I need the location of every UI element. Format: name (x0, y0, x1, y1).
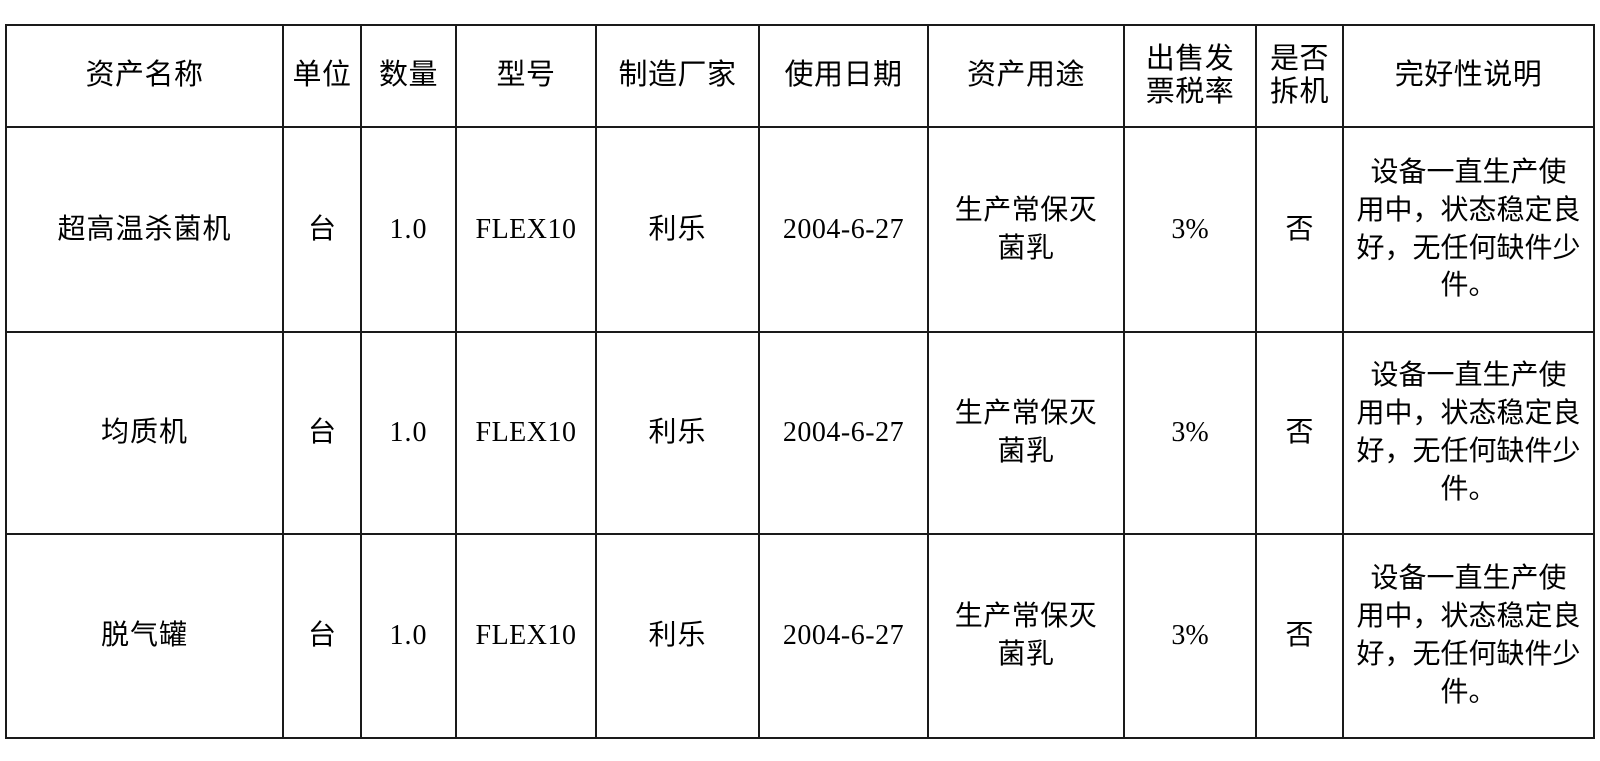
table-row: 超高温杀菌机 台 1.0 FLEX10 利乐 2004-6-27 生产常保灭 菌… (5, 126, 1595, 333)
table-header: 资产名称 单位 数量 型号 制造厂家 使用日期 资产用途 (5, 24, 1595, 128)
column-header-in-service-date: 使用日期 (758, 24, 929, 128)
cell-condition-description-line-1: 设备一直生产使 (1370, 156, 1567, 188)
cell-dismantled: 否 (1255, 331, 1344, 535)
cell-unit: 台 (282, 533, 362, 739)
cell-quantity: 1.0 (360, 331, 457, 535)
cell-condition-description-line-3: 好，无任何缺件少 (1356, 639, 1581, 670)
cell-condition-description-line-3: 好，无任何缺件少 (1356, 436, 1581, 467)
column-header-unit: 单位 (282, 24, 362, 128)
column-header-manufacturer: 制造厂家 (595, 24, 760, 128)
cell-manufacturer: 利乐 (595, 533, 760, 739)
column-header-condition-description-line-1: 完好性说明 (1394, 59, 1543, 92)
cell-sales-invoice-tax-rate: 3% (1123, 126, 1257, 333)
table-body: 超高温杀菌机 台 1.0 FLEX10 利乐 2004-6-27 生产常保灭 菌… (5, 126, 1595, 739)
cell-unit: 台 (282, 126, 362, 333)
cell-manufacturer: 利乐 (595, 126, 760, 333)
column-header-in-service-date-line-1: 使用日期 (784, 59, 903, 92)
cell-condition-description-line-2: 用中，状态稳定良 (1356, 601, 1581, 633)
cell-in-service-date: 2004-6-27 (758, 126, 929, 333)
column-header-sales-invoice-tax-rate-line-2: 票税率 (1145, 76, 1235, 108)
cell-condition-description-line-4: 件。 (1440, 270, 1497, 302)
cell-condition-description-line-4: 件。 (1440, 473, 1497, 505)
cell-condition-description-line-1: 设备一直生产使 (1370, 360, 1567, 392)
column-header-asset-name-line-1: 资产名称 (85, 59, 204, 92)
cell-asset-usage-line-1: 生产常保灭 (954, 398, 1098, 430)
cell-in-service-date: 2004-6-27 (758, 533, 929, 739)
column-header-condition-description: 完好性说明 (1342, 24, 1595, 128)
cell-unit: 台 (282, 331, 362, 535)
cell-condition-description-line-4: 件。 (1440, 676, 1497, 708)
cell-condition-description-line-1: 设备一直生产使 (1370, 563, 1567, 595)
cell-dismantled: 否 (1255, 126, 1344, 333)
cell-quantity: 1.0 (360, 126, 457, 333)
column-header-sales-invoice-tax-rate: 出售发 票税率 (1123, 24, 1257, 128)
cell-in-service-date: 2004-6-27 (758, 331, 929, 535)
table-row: 脱气罐 台 1.0 FLEX10 利乐 2004-6-27 生产常保灭 菌乳 3… (5, 533, 1595, 739)
cell-condition-description: 设备一直生产使 用中，状态稳定良 好，无任何缺件少 件。 (1342, 533, 1595, 739)
cell-asset-usage-line-2: 菌乳 (997, 436, 1055, 467)
cell-model: FLEX10 (455, 126, 597, 333)
column-header-quantity: 数量 (360, 24, 457, 128)
column-header-dismantled: 是否 拆机 (1255, 24, 1344, 128)
cell-asset-usage-line-2: 菌乳 (997, 232, 1055, 264)
cell-asset-name: 脱气罐 (5, 533, 284, 739)
cell-sales-invoice-tax-rate: 3% (1123, 533, 1257, 739)
cell-model: FLEX10 (455, 331, 597, 535)
cell-condition-description-line-2: 用中，状态稳定良 (1356, 194, 1581, 226)
cell-condition-description: 设备一直生产使 用中，状态稳定良 好，无任何缺件少 件。 (1342, 126, 1595, 333)
cell-condition-description: 设备一直生产使 用中，状态稳定良 好，无任何缺件少 件。 (1342, 331, 1595, 535)
table-header-row: 资产名称 单位 数量 型号 制造厂家 使用日期 资产用途 (5, 24, 1595, 128)
cell-quantity: 1.0 (360, 533, 457, 739)
column-header-asset-name: 资产名称 (5, 24, 284, 128)
cell-asset-name: 超高温杀菌机 (5, 126, 284, 333)
column-header-sales-invoice-tax-rate-line-1: 出售发 (1145, 42, 1235, 75)
cell-sales-invoice-tax-rate: 3% (1123, 331, 1257, 535)
cell-condition-description-line-3: 好，无任何缺件少 (1356, 232, 1581, 264)
column-header-dismantled-line-1: 是否 (1269, 42, 1329, 75)
cell-model: FLEX10 (455, 533, 597, 739)
column-header-unit-line-1: 单位 (292, 59, 352, 92)
column-header-model-line-1: 型号 (496, 59, 556, 92)
asset-inventory-table: 资产名称 单位 数量 型号 制造厂家 使用日期 资产用途 (5, 24, 1595, 739)
cell-asset-usage: 生产常保灭 菌乳 (927, 126, 1125, 333)
cell-dismantled: 否 (1255, 533, 1344, 739)
cell-condition-description-line-2: 用中，状态稳定良 (1356, 398, 1581, 430)
column-header-model: 型号 (455, 24, 597, 128)
cell-manufacturer: 利乐 (595, 331, 760, 535)
column-header-asset-usage: 资产用途 (927, 24, 1125, 128)
cell-asset-usage-line-2: 菌乳 (997, 639, 1055, 670)
cell-asset-usage-line-1: 生产常保灭 (954, 601, 1098, 633)
column-header-quantity-line-1: 数量 (378, 59, 438, 92)
cell-asset-usage: 生产常保灭 菌乳 (927, 533, 1125, 739)
column-header-manufacturer-line-1: 制造厂家 (618, 59, 737, 92)
cell-asset-usage-line-1: 生产常保灭 (954, 194, 1098, 226)
table-row: 均质机 台 1.0 FLEX10 利乐 2004-6-27 生产常保灭 菌乳 3… (5, 331, 1595, 535)
cell-asset-usage: 生产常保灭 菌乳 (927, 331, 1125, 535)
cell-asset-name: 均质机 (5, 331, 284, 535)
column-header-asset-usage-line-1: 资产用途 (966, 59, 1085, 92)
column-header-dismantled-line-2: 拆机 (1269, 76, 1329, 108)
